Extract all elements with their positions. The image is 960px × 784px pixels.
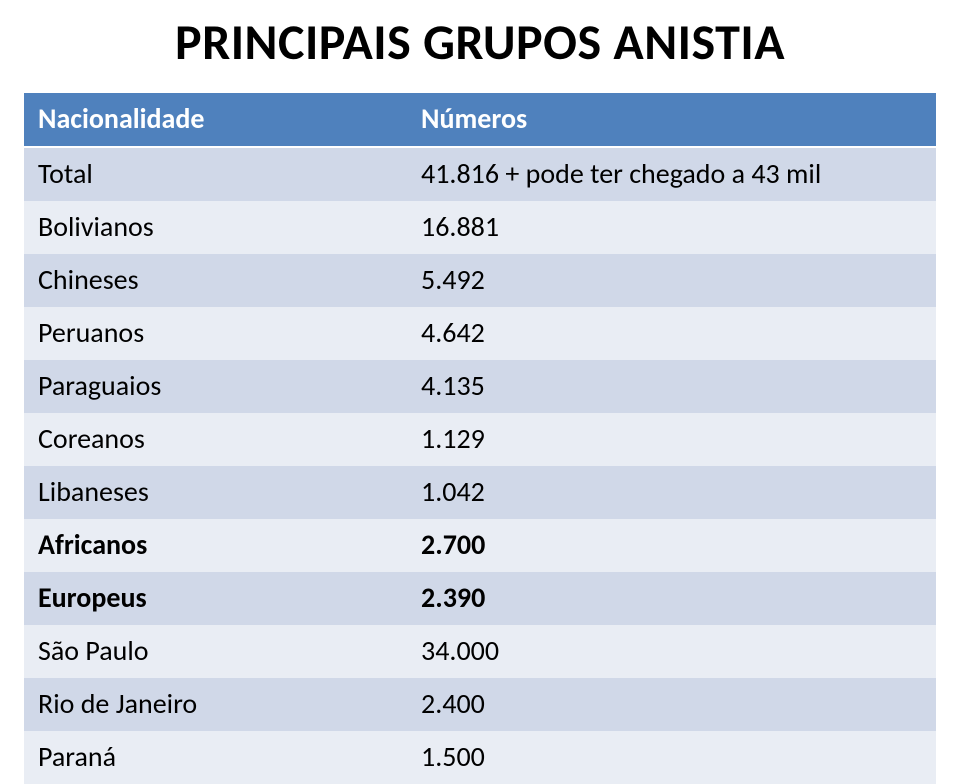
table-row: Chineses 5.492 — [24, 254, 936, 307]
col-header-numeros: Números — [407, 93, 936, 147]
anistia-table: Nacionalidade Números Total 41.816 + pod… — [24, 93, 936, 784]
table-row: Rio de Janeiro 2.400 — [24, 678, 936, 731]
cell-numeros: 4.135 — [407, 360, 936, 413]
table-row: Africanos 2.700 — [24, 519, 936, 572]
table-row: Europeus 2.390 — [24, 572, 936, 625]
table-row: Coreanos 1.129 — [24, 413, 936, 466]
cell-numeros: 2.400 — [407, 678, 936, 731]
cell-numeros: 2.390 — [407, 572, 936, 625]
cell-numeros: 1.042 — [407, 466, 936, 519]
cell-numeros: 4.642 — [407, 307, 936, 360]
cell-nacionalidade: Africanos — [24, 519, 407, 572]
cell-numeros: 1.500 — [407, 731, 936, 784]
table-row: Peruanos 4.642 — [24, 307, 936, 360]
cell-numeros: 1.129 — [407, 413, 936, 466]
cell-nacionalidade: Peruanos — [24, 307, 407, 360]
cell-numeros: 34.000 — [407, 625, 936, 678]
cell-nacionalidade: Coreanos — [24, 413, 407, 466]
table-row: Paraguaios 4.135 — [24, 360, 936, 413]
cell-nacionalidade: Paraná — [24, 731, 407, 784]
table-row: Libaneses 1.042 — [24, 466, 936, 519]
cell-nacionalidade: Libaneses — [24, 466, 407, 519]
col-header-nacionalidade: Nacionalidade — [24, 93, 407, 147]
table-row: Paraná 1.500 — [24, 731, 936, 784]
cell-nacionalidade: Bolivianos — [24, 201, 407, 254]
table-row: Bolivianos 16.881 — [24, 201, 936, 254]
cell-nacionalidade: Europeus — [24, 572, 407, 625]
table-row: Total 41.816 + pode ter chegado a 43 mil — [24, 147, 936, 201]
cell-nacionalidade: Total — [24, 147, 407, 201]
cell-numeros: 2.700 — [407, 519, 936, 572]
table-row: São Paulo 34.000 — [24, 625, 936, 678]
table-body: Total 41.816 + pode ter chegado a 43 mil… — [24, 147, 936, 784]
cell-nacionalidade: Chineses — [24, 254, 407, 307]
page-title: PRINCIPAIS GRUPOS ANISTIA — [24, 12, 936, 73]
table-header-row: Nacionalidade Números — [24, 93, 936, 147]
cell-nacionalidade: Paraguaios — [24, 360, 407, 413]
cell-nacionalidade: São Paulo — [24, 625, 407, 678]
cell-numeros: 5.492 — [407, 254, 936, 307]
cell-numeros: 41.816 + pode ter chegado a 43 mil — [407, 147, 936, 201]
cell-numeros: 16.881 — [407, 201, 936, 254]
slide: PRINCIPAIS GRUPOS ANISTIA Nacionalidade … — [0, 0, 960, 751]
cell-nacionalidade: Rio de Janeiro — [24, 678, 407, 731]
